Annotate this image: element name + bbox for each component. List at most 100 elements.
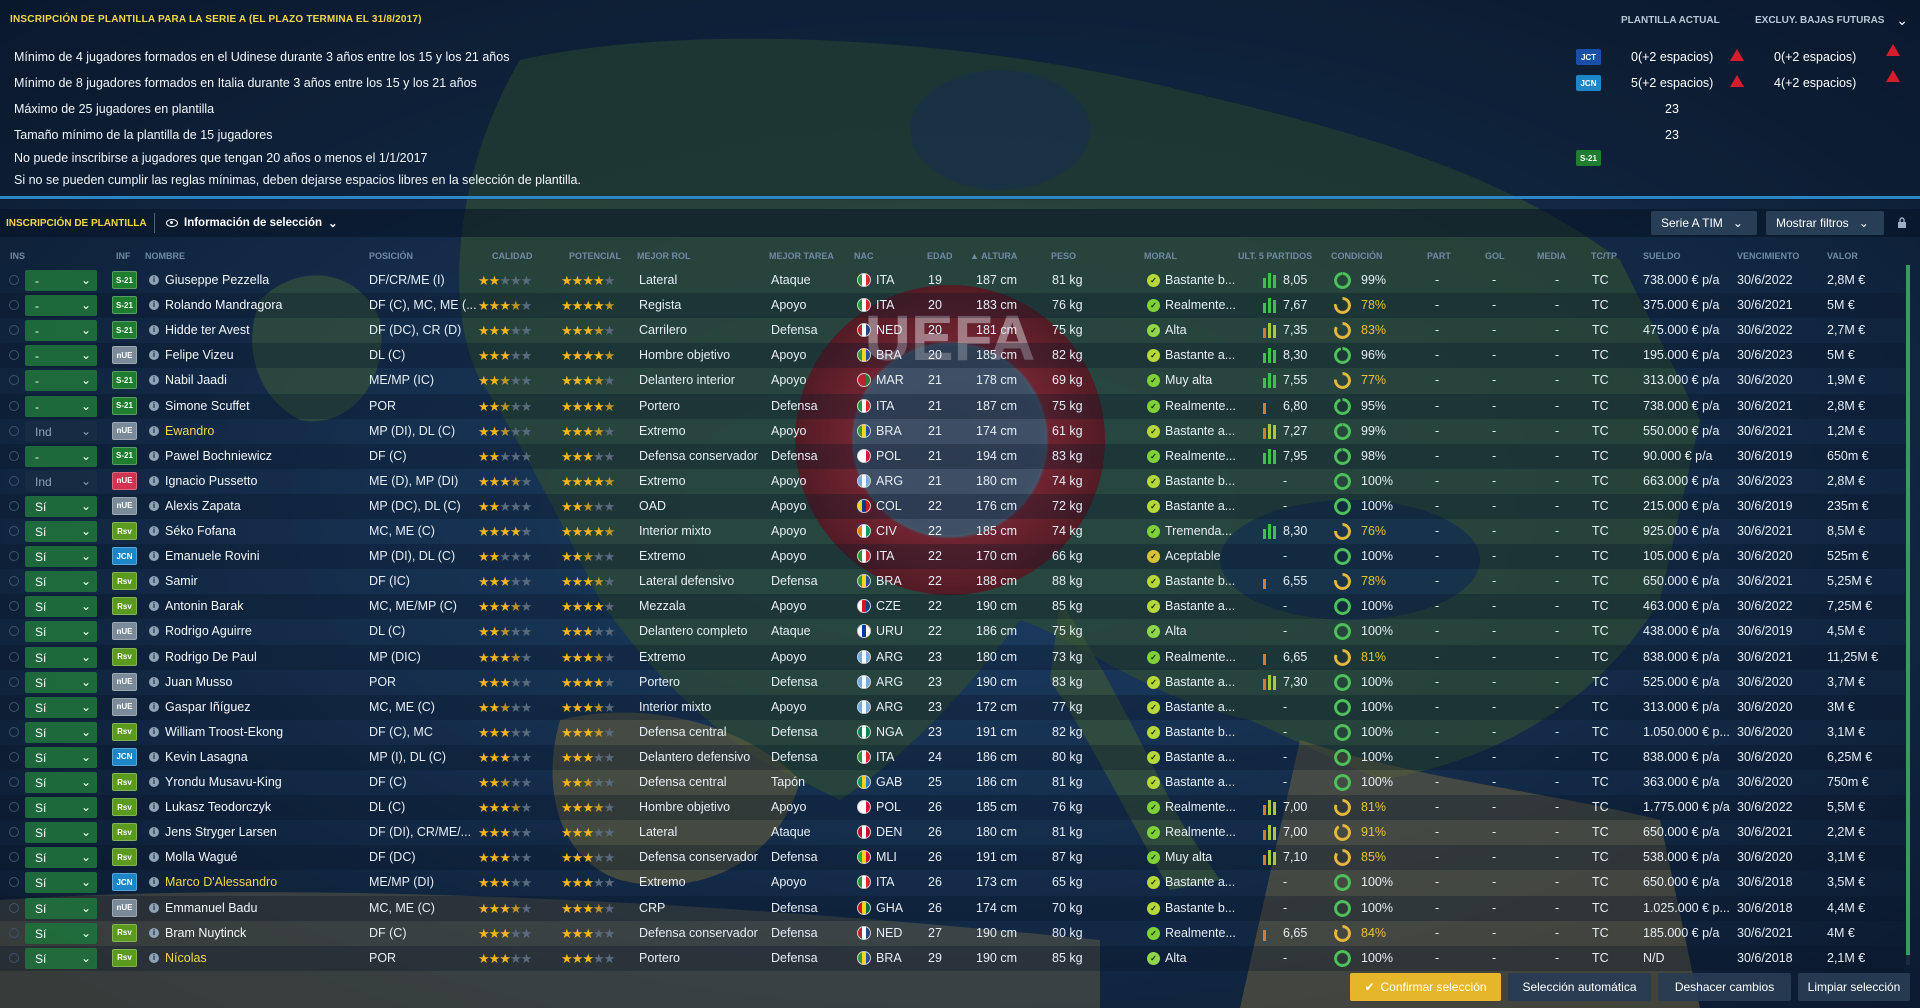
col-condition[interactable]: CONDICIÓN [1331,251,1383,261]
col-appearances[interactable]: PART [1427,251,1451,261]
info-icon[interactable]: i [149,651,159,662]
player-name[interactable]: Rodrigo De Paul [165,649,257,664]
col-weight[interactable]: PESO [1051,251,1077,261]
table-row[interactable]: Sí ⌄ Rsv i Rodrigo De Paul MP (DIC) Extremo Apo… [0,644,1905,670]
info-icon[interactable]: i [149,827,159,838]
select-checkbox[interactable] [9,726,19,737]
info-icon[interactable]: i [149,802,159,813]
info-icon[interactable]: i [149,852,159,863]
table-row[interactable]: Sí ⌄ Rsv i Antonin Barak MC, ME/MP (C) Mezzala… [0,594,1905,620]
player-name[interactable]: Emanuele Rovini [165,549,260,564]
table-row[interactable]: Sí ⌄ nUE i Gaspar Iñíguez MC, ME (C) Interior … [0,694,1905,720]
registration-dropdown[interactable]: Sí ⌄ [25,646,97,668]
info-icon[interactable]: i [149,300,159,311]
registration-dropdown[interactable]: - ⌄ [25,395,97,417]
info-icon[interactable]: i [149,902,159,913]
col-morale[interactable]: MORAL [1144,251,1177,261]
table-row[interactable]: Sí ⌄ JCN i Emanuele Rovini MP (DI), DL (C) Ext… [0,544,1905,570]
info-icon[interactable]: i [149,450,159,461]
table-row[interactable]: Sí ⌄ nUE i Alexis Zapata MP (DC), DL (C) OAD Ap… [0,493,1905,519]
registration-dropdown[interactable]: Sí ⌄ [25,521,97,542]
info-icon[interactable]: i [149,375,159,386]
player-name[interactable]: Molla Wagué [165,850,238,865]
info-icon[interactable]: i [149,877,159,888]
player-name[interactable]: Juan Musso [165,674,233,689]
col-last-5-matches[interactable]: ULT. 5 PARTIDOS [1238,251,1313,261]
player-name[interactable]: Lukasz Teodorczyk [165,800,272,815]
registration-dropdown[interactable]: Sí ⌄ [25,696,97,718]
select-checkbox[interactable] [9,450,19,461]
select-checkbox[interactable] [9,802,19,813]
player-name[interactable]: Jens Stryger Larsen [165,825,277,840]
registration-dropdown[interactable]: Sí ⌄ [25,721,97,743]
table-row[interactable]: Sí ⌄ nUE i Juan Musso POR Portero Defensa ARG 23 1… [0,670,1905,695]
player-name[interactable]: William Troost-Ekong [165,724,284,739]
registration-dropdown[interactable]: Ind ⌄ [25,470,97,492]
table-row[interactable]: Sí ⌄ JCN i Marco D'Alessandro ME/MP (DI) Extre… [0,870,1905,895]
player-name[interactable]: Antonin Barak [165,599,244,614]
info-icon[interactable]: i [149,701,159,712]
registration-dropdown[interactable]: - ⌄ [25,270,97,291]
player-name[interactable]: Kevin Lasagna [165,749,248,764]
player-name[interactable]: Felipe Vizeu [165,348,234,363]
player-name[interactable]: Samir [165,574,198,589]
select-checkbox[interactable] [9,400,19,411]
col-tc-tp[interactable]: TC/TP [1591,251,1617,261]
registration-dropdown[interactable]: Sí ⌄ [25,671,97,693]
col-best-duty[interactable]: MEJOR TAREA [769,251,834,261]
table-row[interactable]: Sí ⌄ JCN i Kevin Lasagna MP (I), DL (C) Delant… [0,744,1905,770]
player-name[interactable]: Nabil Jaadi [165,373,227,388]
table-row[interactable]: Sí ⌄ nUE i Rodrigo Aguirre DL (C) Delantero co… [0,619,1905,644]
registration-dropdown[interactable]: Sí ⌄ [25,596,97,618]
info-icon[interactable]: i [149,425,159,436]
select-checkbox[interactable] [9,651,19,662]
table-row[interactable]: Sí ⌄ nUE i Emmanuel Badu MC, ME (C) CRP Defensa… [0,895,1905,921]
registration-dropdown[interactable]: Sí ⌄ [25,822,97,844]
player-name[interactable]: Séko Fofana [165,524,236,538]
player-name[interactable]: Emmanuel Badu [165,900,258,915]
info-icon[interactable]: i [149,777,159,787]
info-icon[interactable]: i [149,400,159,411]
info-icon[interactable]: i [149,500,159,511]
col-name[interactable]: NOMBRE [145,251,185,261]
player-name[interactable]: Ewandro [165,423,215,438]
select-checkbox[interactable] [9,626,19,637]
table-row[interactable]: Ind ⌄ nUE i Ignacio Pussetto ME (D), MP (DI) E… [0,469,1905,494]
select-checkbox[interactable] [9,701,19,712]
player-name[interactable]: Giuseppe Pezzella [165,273,270,287]
registration-dropdown[interactable]: - ⌄ [25,320,97,342]
table-row[interactable]: Sí ⌄ Rsv i Samir DF (IC) Lateral defensivo Defe… [0,569,1905,594]
registration-dropdown[interactable]: - ⌄ [25,295,97,317]
player-name[interactable]: Hidde ter Avest [165,323,250,338]
registration-dropdown[interactable]: Sí ⌄ [25,847,97,869]
table-row[interactable]: - ⌄ nUE i Felipe Vizeu DL (C) Hombre objetivo A… [0,343,1905,369]
table-row[interactable]: - ⌄ S-21 i Pawel Bochniewicz DF (C) Defensa co… [0,443,1905,469]
select-checkbox[interactable] [9,676,19,687]
registration-dropdown[interactable]: Sí ⌄ [25,772,97,793]
table-row[interactable]: - ⌄ S-21 i Simone Scuffet POR Portero Defensa IT… [0,393,1905,419]
select-checkbox[interactable] [9,927,19,938]
registration-dropdown[interactable]: - ⌄ [25,445,97,467]
table-row[interactable]: Sí ⌄ Rsv i Molla Wagué DF (DC) Defensa conserv… [0,845,1905,871]
select-checkbox[interactable] [9,300,19,311]
info-icon[interactable]: i [149,350,159,361]
info-icon[interactable]: i [149,751,159,762]
select-checkbox[interactable] [9,350,19,361]
registration-dropdown[interactable]: Sí ⌄ [25,546,97,568]
table-row[interactable]: Sí ⌄ Rsv i Yrondu Musavu-King DF (C) Defensa c… [0,770,1905,795]
registration-dropdown[interactable]: Sí ⌄ [25,897,97,919]
select-checkbox[interactable] [9,425,19,436]
info-icon[interactable]: i [149,676,159,687]
scrollbar-thumb[interactable] [1906,265,1910,955]
info-icon[interactable]: i [149,576,159,587]
player-name[interactable]: Rolando Mandragora [165,298,283,313]
confirm-selection-button[interactable]: ✔ Confirmar selección [1350,973,1501,1001]
col-best-role[interactable]: MEJOR ROL [637,251,691,261]
registration-dropdown[interactable]: Sí ⌄ [25,797,97,819]
col-inf[interactable]: INF [116,251,131,261]
select-checkbox[interactable] [9,902,19,913]
col-position[interactable]: POSICIÓN [369,251,414,261]
player-name[interactable]: Alexis Zapata [165,498,241,513]
info-icon[interactable]: i [149,726,159,737]
col-height[interactable]: ▲ ALTURA [970,251,1018,261]
